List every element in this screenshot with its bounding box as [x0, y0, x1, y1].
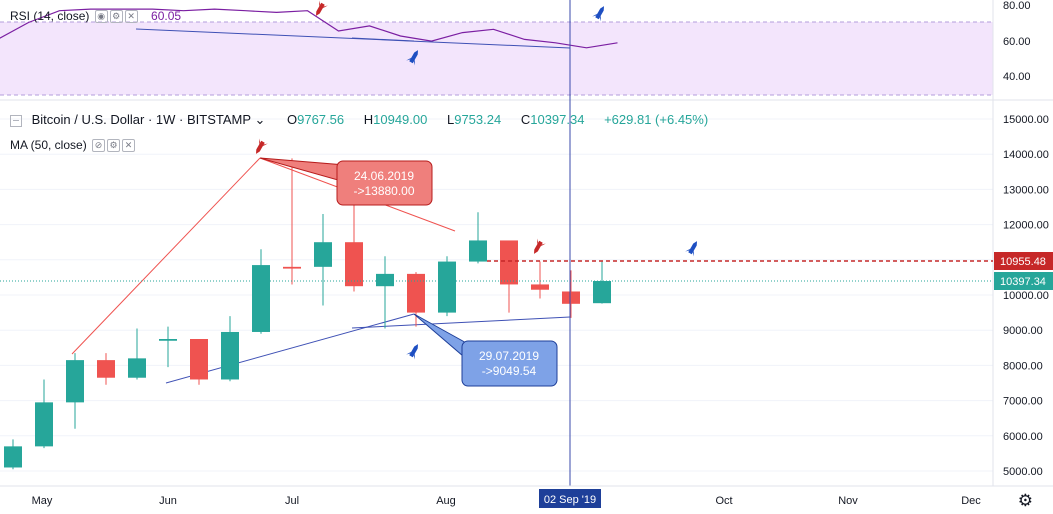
symbol-name[interactable]: Bitcoin / U.S. Dollar: [31, 112, 145, 127]
crosshair-time-label: 02 Sep '19: [544, 494, 596, 506]
rsi-tick-label: 40.00: [1003, 71, 1031, 83]
candle-body: [407, 273, 425, 313]
rsi-line: [0, 8, 618, 49]
candle-body: [97, 360, 115, 378]
price-tick-label: 7000.00: [1003, 396, 1043, 408]
rocket-icon-red-2: [534, 238, 546, 254]
rsi-tick-label: 80.00: [1003, 0, 1031, 12]
price-tick-label: 8000.00: [1003, 360, 1043, 372]
candle-body: [190, 339, 208, 380]
rsi-pane: [0, 8, 993, 96]
time-label: Dec: [961, 495, 981, 507]
candle-body: [500, 240, 518, 285]
candle-body: [159, 339, 177, 341]
top-callout-date: 24.06.2019: [354, 169, 414, 183]
price-tick-label: 13000.00: [1003, 184, 1049, 196]
ma-legend[interactable]: MA (50, close) ⊘ ⚙ ✕: [10, 138, 136, 153]
blue-trendline-2: [351, 316, 571, 329]
price-tick-label: 12000.00: [1003, 220, 1049, 232]
candle-body: [252, 265, 270, 332]
rocket-icon-blue-2: [685, 241, 697, 257]
rocket-icon-blue-3: [406, 50, 418, 66]
candle-body: [314, 242, 332, 267]
open-value: 9767.56: [297, 112, 345, 127]
bottom-callout[interactable]: 29.07.2019 ->9049.54: [413, 313, 558, 387]
time-label: Jun: [159, 495, 177, 507]
time-label: Oct: [715, 495, 732, 507]
rsi-band: [0, 22, 993, 95]
close-value: 10397.34: [530, 112, 585, 127]
candle-body: [128, 358, 146, 378]
price-axis[interactable]: 15000.0014000.0013000.0012000.0011000.00…: [1003, 114, 1049, 478]
close-icon[interactable]: ✕: [122, 139, 136, 153]
time-label: Jul: [285, 495, 299, 507]
visibility-icon[interactable]: ◉: [94, 10, 108, 24]
chevron-down-icon[interactable]: ⌄: [254, 112, 266, 127]
low-value: 9753.24: [454, 112, 502, 127]
crosshair-time-box: [539, 489, 601, 508]
price-tick-label: 15000.00: [1003, 114, 1049, 126]
red-trendline-1: [71, 157, 261, 355]
rocket-icon-blue-4: [592, 6, 604, 22]
time-label: Nov: [838, 495, 858, 507]
horizontal-ray-price: 10955.48: [1000, 256, 1046, 268]
price-grid: [0, 118, 993, 472]
time-label: Aug: [436, 495, 456, 507]
rocket-icon-blue-1: [406, 344, 418, 360]
rsi-value: 60.05: [151, 9, 182, 23]
horizontal-ray-label: 10955.48: [994, 252, 1053, 270]
candle-body: [221, 331, 239, 380]
collapse-icon[interactable]: [10, 114, 22, 127]
time-label: May: [32, 495, 53, 507]
price-tick-label: 9000.00: [1003, 325, 1043, 337]
settings-icon[interactable]: ⚙: [107, 139, 121, 153]
candle-body: [345, 242, 363, 287]
visibility-off-icon[interactable]: ⊘: [92, 139, 106, 153]
last-price-value: 10397.34: [1000, 276, 1046, 288]
rsi-axis: 80.00 60.00 40.00: [1003, 0, 1031, 83]
rsi-title: RSI (14, close): [10, 9, 90, 23]
price-tick-label: 6000.00: [1003, 431, 1043, 443]
close-icon[interactable]: ✕: [124, 10, 138, 24]
interval[interactable]: 1W: [155, 112, 176, 127]
candle-body: [66, 360, 84, 403]
candle-body: [376, 273, 394, 287]
candle-body: [4, 446, 22, 468]
top-callout[interactable]: 24.06.2019 ->13880.00: [259, 157, 433, 206]
candle-body: [283, 266, 301, 269]
price-tick-label: 10000.00: [1003, 290, 1049, 302]
rocket-icon-red-1: [256, 138, 268, 154]
bottom-callout-price: ->9049.54: [482, 364, 537, 378]
main-legend[interactable]: Bitcoin / U.S. Dollar · 1W · BITSTAMP ⌄ …: [10, 112, 716, 128]
price-tick-label: 5000.00: [1003, 466, 1043, 478]
gear-icon[interactable]: ⚙: [1017, 491, 1033, 510]
exchange[interactable]: BITSTAMP: [187, 112, 251, 127]
candles[interactable]: [4, 158, 611, 470]
bottom-callout-date: 29.07.2019: [479, 349, 539, 363]
candle-body: [562, 291, 580, 304]
price-tick-label: 14000.00: [1003, 149, 1049, 161]
candle-body: [469, 240, 487, 262]
time-axis[interactable]: May Jun Jul Aug Oct Nov Dec 02 Sep '19: [32, 489, 982, 508]
rsi-tick-label: 60.00: [1003, 36, 1031, 48]
rsi-legend[interactable]: RSI (14, close) ◉ ⚙ ✕ 60.05: [10, 9, 182, 24]
change-value: +629.81 (+6.45%): [604, 112, 709, 127]
rsi-trendline-short: [351, 37, 415, 42]
candle-body: [593, 281, 611, 304]
ohlc-values: O9767.56 H10949.00 L9753.24 C10397.34 +6…: [286, 112, 709, 127]
top-callout-price: ->13880.00: [353, 184, 414, 198]
settings-icon[interactable]: ⚙: [109, 10, 123, 24]
high-value: 10949.00: [373, 112, 428, 127]
candle-body: [531, 284, 549, 290]
candle-body: [35, 402, 53, 447]
ma-title: MA (50, close): [10, 138, 87, 152]
candle-body: [438, 261, 456, 313]
last-price-label: 10397.34: [994, 272, 1053, 290]
rocket-icon-red-3: [316, 0, 328, 16]
